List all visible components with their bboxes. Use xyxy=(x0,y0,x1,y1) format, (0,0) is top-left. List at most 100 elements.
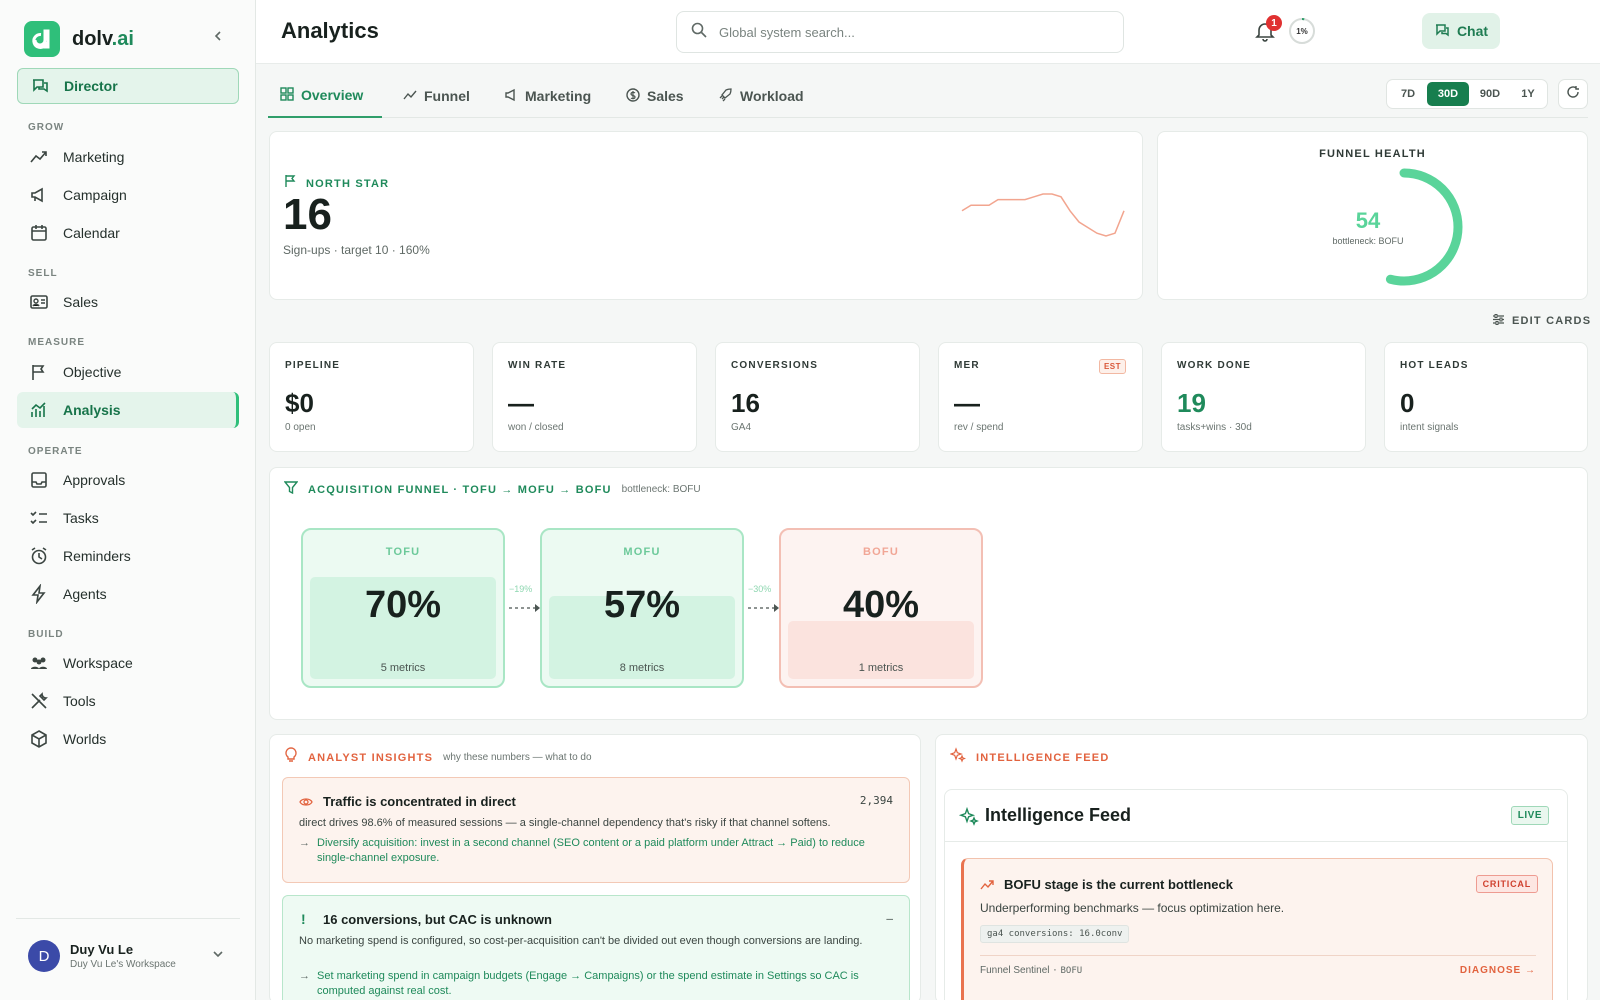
range-1y-button[interactable]: 1Y xyxy=(1521,88,1535,100)
tab-overview[interactable]: Overview xyxy=(268,74,382,118)
alert-source-separator: · xyxy=(1052,966,1058,976)
tab-label: Sales xyxy=(647,88,684,104)
north-star-card: NORTH STAR 16 Sign-ups · target 10 · 160… xyxy=(269,131,1143,300)
sidebar-item-analysis[interactable]: Analysis xyxy=(17,392,239,428)
insight-number: 2,394 xyxy=(859,794,893,807)
stage-fill xyxy=(310,577,496,679)
sidebar-item-objective[interactable]: Objective xyxy=(17,354,239,390)
alert-code: ga4 conversions: 16.0conv xyxy=(980,925,1130,943)
metric-label: MER xyxy=(954,360,980,371)
sidebar-item-label: Objective xyxy=(63,364,122,380)
alert-body: Underperforming benchmarks — focus optim… xyxy=(980,901,1285,915)
tab-sales[interactable]: Sales xyxy=(626,74,684,118)
sidebar-item-workspace[interactable]: Workspace xyxy=(17,645,239,681)
metric-value: — xyxy=(508,388,534,418)
metric-card-mer[interactable]: MER EST — rev / spend xyxy=(938,342,1143,452)
metric-subtitle: rev / spend xyxy=(954,422,1004,433)
metric-card-win-rate[interactable]: WIN RATE — won / closed xyxy=(492,342,697,452)
metric-card-pipeline[interactable]: PIPELINE $0 0 open xyxy=(269,342,474,452)
funnel-stage-tofu[interactable]: TOFU 70% 5 metrics xyxy=(301,528,505,688)
filter-funnel-icon xyxy=(283,480,299,499)
north-star-sparkline xyxy=(961,193,1125,237)
tab-label: Overview xyxy=(301,87,364,103)
metric-value: — xyxy=(954,388,980,418)
user-menu[interactable]: D Duy Vu Le Duy Vu Le's Workspace xyxy=(28,940,228,972)
progress-ring[interactable]: 1% xyxy=(1288,17,1316,45)
sidebar-item-approvals[interactable]: Approvals xyxy=(17,462,239,498)
edit-cards-label: EDIT CARDS xyxy=(1512,315,1592,327)
funnel-stage-bofu[interactable]: BOFU 40% 1 metrics xyxy=(779,528,983,688)
insight-card[interactable]: ! 16 conversions, but CAC is unknown — N… xyxy=(282,895,910,1000)
diagnose-button[interactable]: DIAGNOSE → xyxy=(1459,965,1536,976)
alert-card[interactable]: BOFU stage is the current bottleneck CRI… xyxy=(961,858,1553,1000)
acquisition-funnel-card: ACQUISITION FUNNEL · TOFU → MOFU → BOFU … xyxy=(269,467,1588,720)
metric-value: 16 xyxy=(731,388,760,418)
chevron-down-icon[interactable] xyxy=(212,948,224,963)
insight-card[interactable]: Traffic is concentrated in direct 2,394 … xyxy=(282,777,910,883)
bolt-icon xyxy=(29,584,49,604)
sidebar-item-tasks[interactable]: Tasks xyxy=(17,500,239,536)
drop-label: −19% xyxy=(509,584,533,594)
sidebar-item-worlds[interactable]: Worlds xyxy=(17,721,239,757)
metric-card-conversions[interactable]: CONVERSIONS 16 GA4 xyxy=(715,342,920,452)
sidebar-item-director[interactable]: Director xyxy=(17,68,239,104)
funnel-health-label: FUNNEL HEALTH xyxy=(1319,148,1426,160)
page-title: Analytics xyxy=(281,18,379,43)
funnel-health-gauge xyxy=(1345,168,1463,286)
funnel-health-score: 54 xyxy=(1355,208,1381,233)
metric-card-hot-leads[interactable]: HOT LEADS 0 intent signals xyxy=(1384,342,1588,452)
collapse-sidebar-icon[interactable] xyxy=(208,28,228,48)
user-workspace: Duy Vu Le's Workspace xyxy=(70,959,176,970)
id-card-icon xyxy=(29,292,49,312)
stage-name: MOFU xyxy=(623,546,661,558)
range-7d-button[interactable]: 7D xyxy=(1400,88,1416,100)
insight-title: 16 conversions, but CAC is unknown xyxy=(323,912,552,927)
metric-value: 0 xyxy=(1400,388,1415,418)
sparkline-series xyxy=(961,193,1125,237)
checklist-icon xyxy=(29,508,49,528)
sidebar-item-reminders[interactable]: Reminders xyxy=(17,538,239,574)
funnel-stage-mofu[interactable]: MOFU 57% 8 metrics xyxy=(540,528,744,688)
metric-subtitle: won / closed xyxy=(508,422,564,433)
metric-label: WIN RATE xyxy=(508,360,567,371)
metric-card-work-done[interactable]: WORK DONE 19 tasks+wins · 30d xyxy=(1161,342,1366,452)
feed-title: INTELLIGENCE FEED xyxy=(976,751,1110,764)
metric-label: PIPELINE xyxy=(285,360,341,371)
sparkles-icon xyxy=(949,747,967,768)
metric-subtitle: 0 open xyxy=(285,422,316,433)
tab-workload[interactable]: Workload xyxy=(719,74,804,118)
stage-fill xyxy=(549,596,735,679)
sidebar-item-sales[interactable]: Sales xyxy=(17,284,239,320)
tab-funnel[interactable]: Funnel xyxy=(403,74,470,118)
arrow-right-icon: → xyxy=(299,970,310,982)
tab-marketing[interactable]: Marketing xyxy=(504,74,591,118)
sidebar-item-tools[interactable]: Tools xyxy=(17,683,239,719)
stage-connector: −30% xyxy=(746,580,782,620)
alert-source-tag: BOFU xyxy=(1060,966,1083,976)
date-range-selector: 7D 30D 90D 1Y xyxy=(1386,79,1548,109)
range-30d-button[interactable]: 30D xyxy=(1427,82,1469,106)
sidebar-item-calendar[interactable]: Calendar xyxy=(17,215,239,251)
edit-cards-button[interactable]: EDIT CARDS xyxy=(1492,313,1591,329)
north-star-header: NORTH STAR xyxy=(284,174,389,193)
global-search[interactable] xyxy=(676,11,1124,53)
search-input[interactable] xyxy=(719,24,1099,40)
metric-label: CONVERSIONS xyxy=(731,360,819,371)
sidebar-item-campaign[interactable]: Campaign xyxy=(17,177,239,213)
calendar-icon xyxy=(29,223,49,243)
brand[interactable]: dolv.ai xyxy=(24,20,134,58)
range-90d-button[interactable]: 90D xyxy=(1479,88,1501,100)
metric-subtitle: GA4 xyxy=(731,422,752,433)
sidebar-item-agents[interactable]: Agents xyxy=(17,576,239,612)
sidebar-item-label: Tasks xyxy=(63,510,99,526)
refresh-button[interactable] xyxy=(1558,79,1588,109)
sidebar-item-marketing[interactable]: Marketing xyxy=(17,139,239,175)
insights-header: ANALYST INSIGHTS why these numbers — wha… xyxy=(284,747,592,768)
dashed-arrow-icon xyxy=(509,604,540,612)
section-label-operate: OPERATE xyxy=(28,446,83,457)
north-star-label: NORTH STAR xyxy=(306,177,390,190)
refresh-icon xyxy=(1566,85,1580,104)
stage-fill xyxy=(788,621,974,679)
chat-button[interactable]: Chat xyxy=(1422,13,1500,49)
feed-panel-header: Intelligence Feed LIVE xyxy=(945,790,1567,842)
